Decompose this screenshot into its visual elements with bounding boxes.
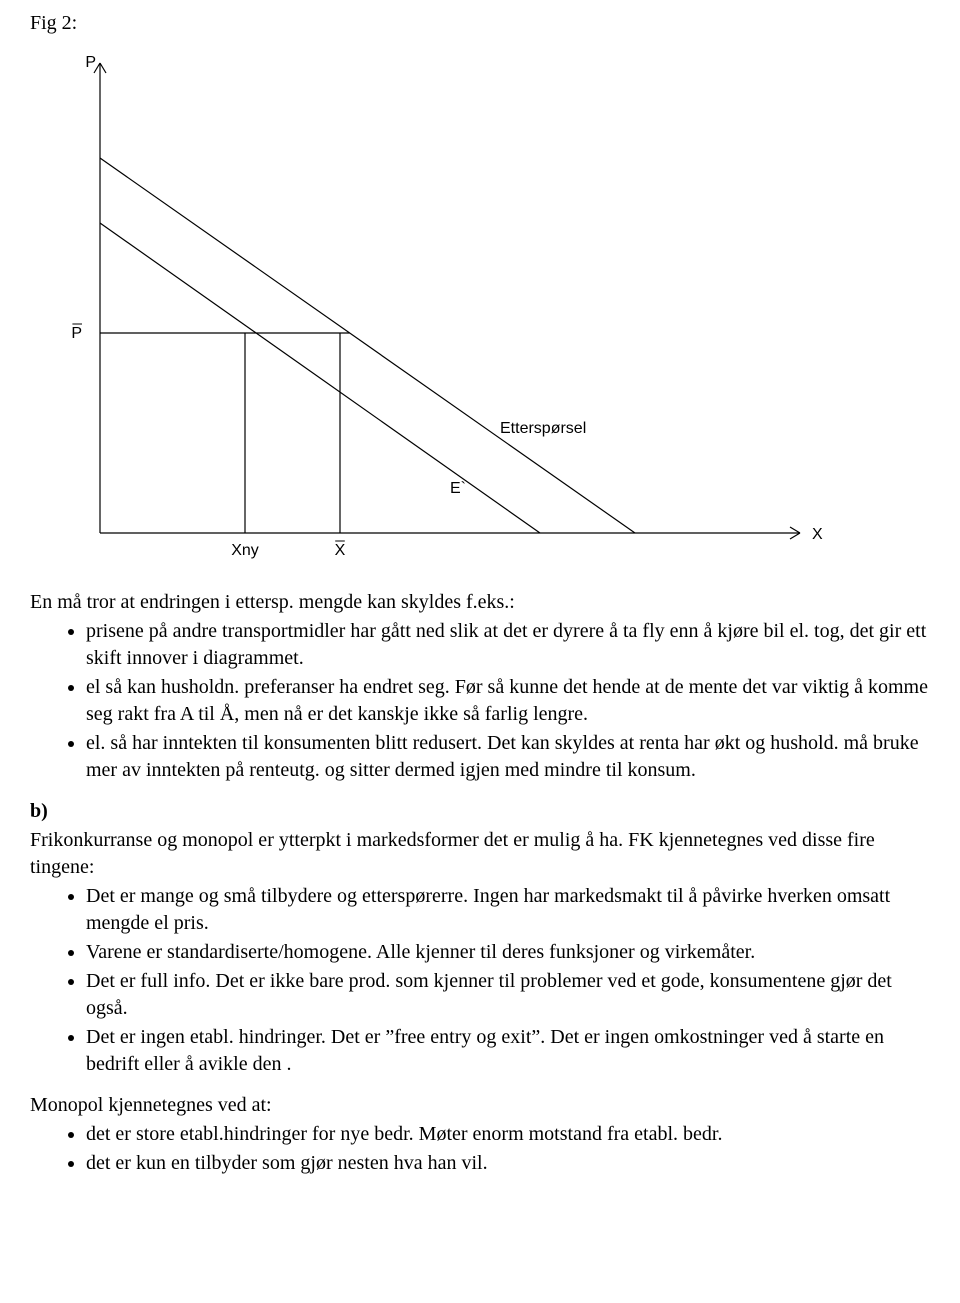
list-item: Det er mange og små tilbydere og ettersp…: [86, 883, 930, 937]
list-item: Varene er standardiserte/homogene. Alle …: [86, 939, 930, 966]
list-item: Det er ingen etabl. hindringer. Det er ”…: [86, 1024, 930, 1078]
intro-paragraph: En må tror at endringen i ettersp. mengd…: [30, 589, 930, 616]
list-item: el. så har inntekten til konsumenten bli…: [86, 730, 930, 784]
bullet-list-1: prisene på andre transportmidler har gåt…: [30, 618, 930, 784]
list-item: prisene på andre transportmidler har gåt…: [86, 618, 930, 672]
demand-diagram-svg: P X P Xny X E` Etterspørsel: [30, 43, 830, 563]
page: Fig 2: P X P Xny X E` Etterspørsel En må tror …: [0, 0, 960, 1231]
svg-text:X: X: [812, 526, 823, 543]
section-b-intro: Frikonkurranse og monopol er ytterpkt i …: [30, 827, 930, 881]
figure-2-chart: P X P Xny X E` Etterspørsel: [30, 43, 930, 571]
bullet-list-3: det er store etabl.hindringer for nye be…: [30, 1121, 930, 1177]
list-item: det er store etabl.hindringer for nye be…: [86, 1121, 930, 1148]
list-item: Det er full info. Det er ikke bare prod.…: [86, 968, 930, 1022]
section-b-label: b): [30, 798, 930, 825]
svg-text:E`: E`: [450, 480, 466, 497]
list-item: el så kan husholdn. preferanser ha endre…: [86, 674, 930, 728]
body-text: En må tror at endringen i ettersp. mengd…: [30, 589, 930, 1177]
list-item: det er kun en tilbyder som gjør nesten h…: [86, 1150, 930, 1177]
monopol-intro: Monopol kjennetegnes ved at:: [30, 1092, 930, 1119]
svg-text:Etterspørsel: Etterspørsel: [500, 420, 586, 437]
svg-text:Xny: Xny: [231, 542, 259, 559]
svg-text:P: P: [71, 325, 82, 342]
bullet-list-2: Det er mange og små tilbydere og ettersp…: [30, 883, 930, 1078]
figure-title: Fig 2:: [30, 10, 930, 37]
svg-text:X: X: [335, 542, 346, 559]
svg-text:P: P: [85, 54, 96, 71]
